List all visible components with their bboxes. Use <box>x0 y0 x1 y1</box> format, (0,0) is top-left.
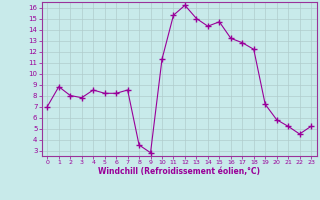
X-axis label: Windchill (Refroidissement éolien,°C): Windchill (Refroidissement éolien,°C) <box>98 167 260 176</box>
